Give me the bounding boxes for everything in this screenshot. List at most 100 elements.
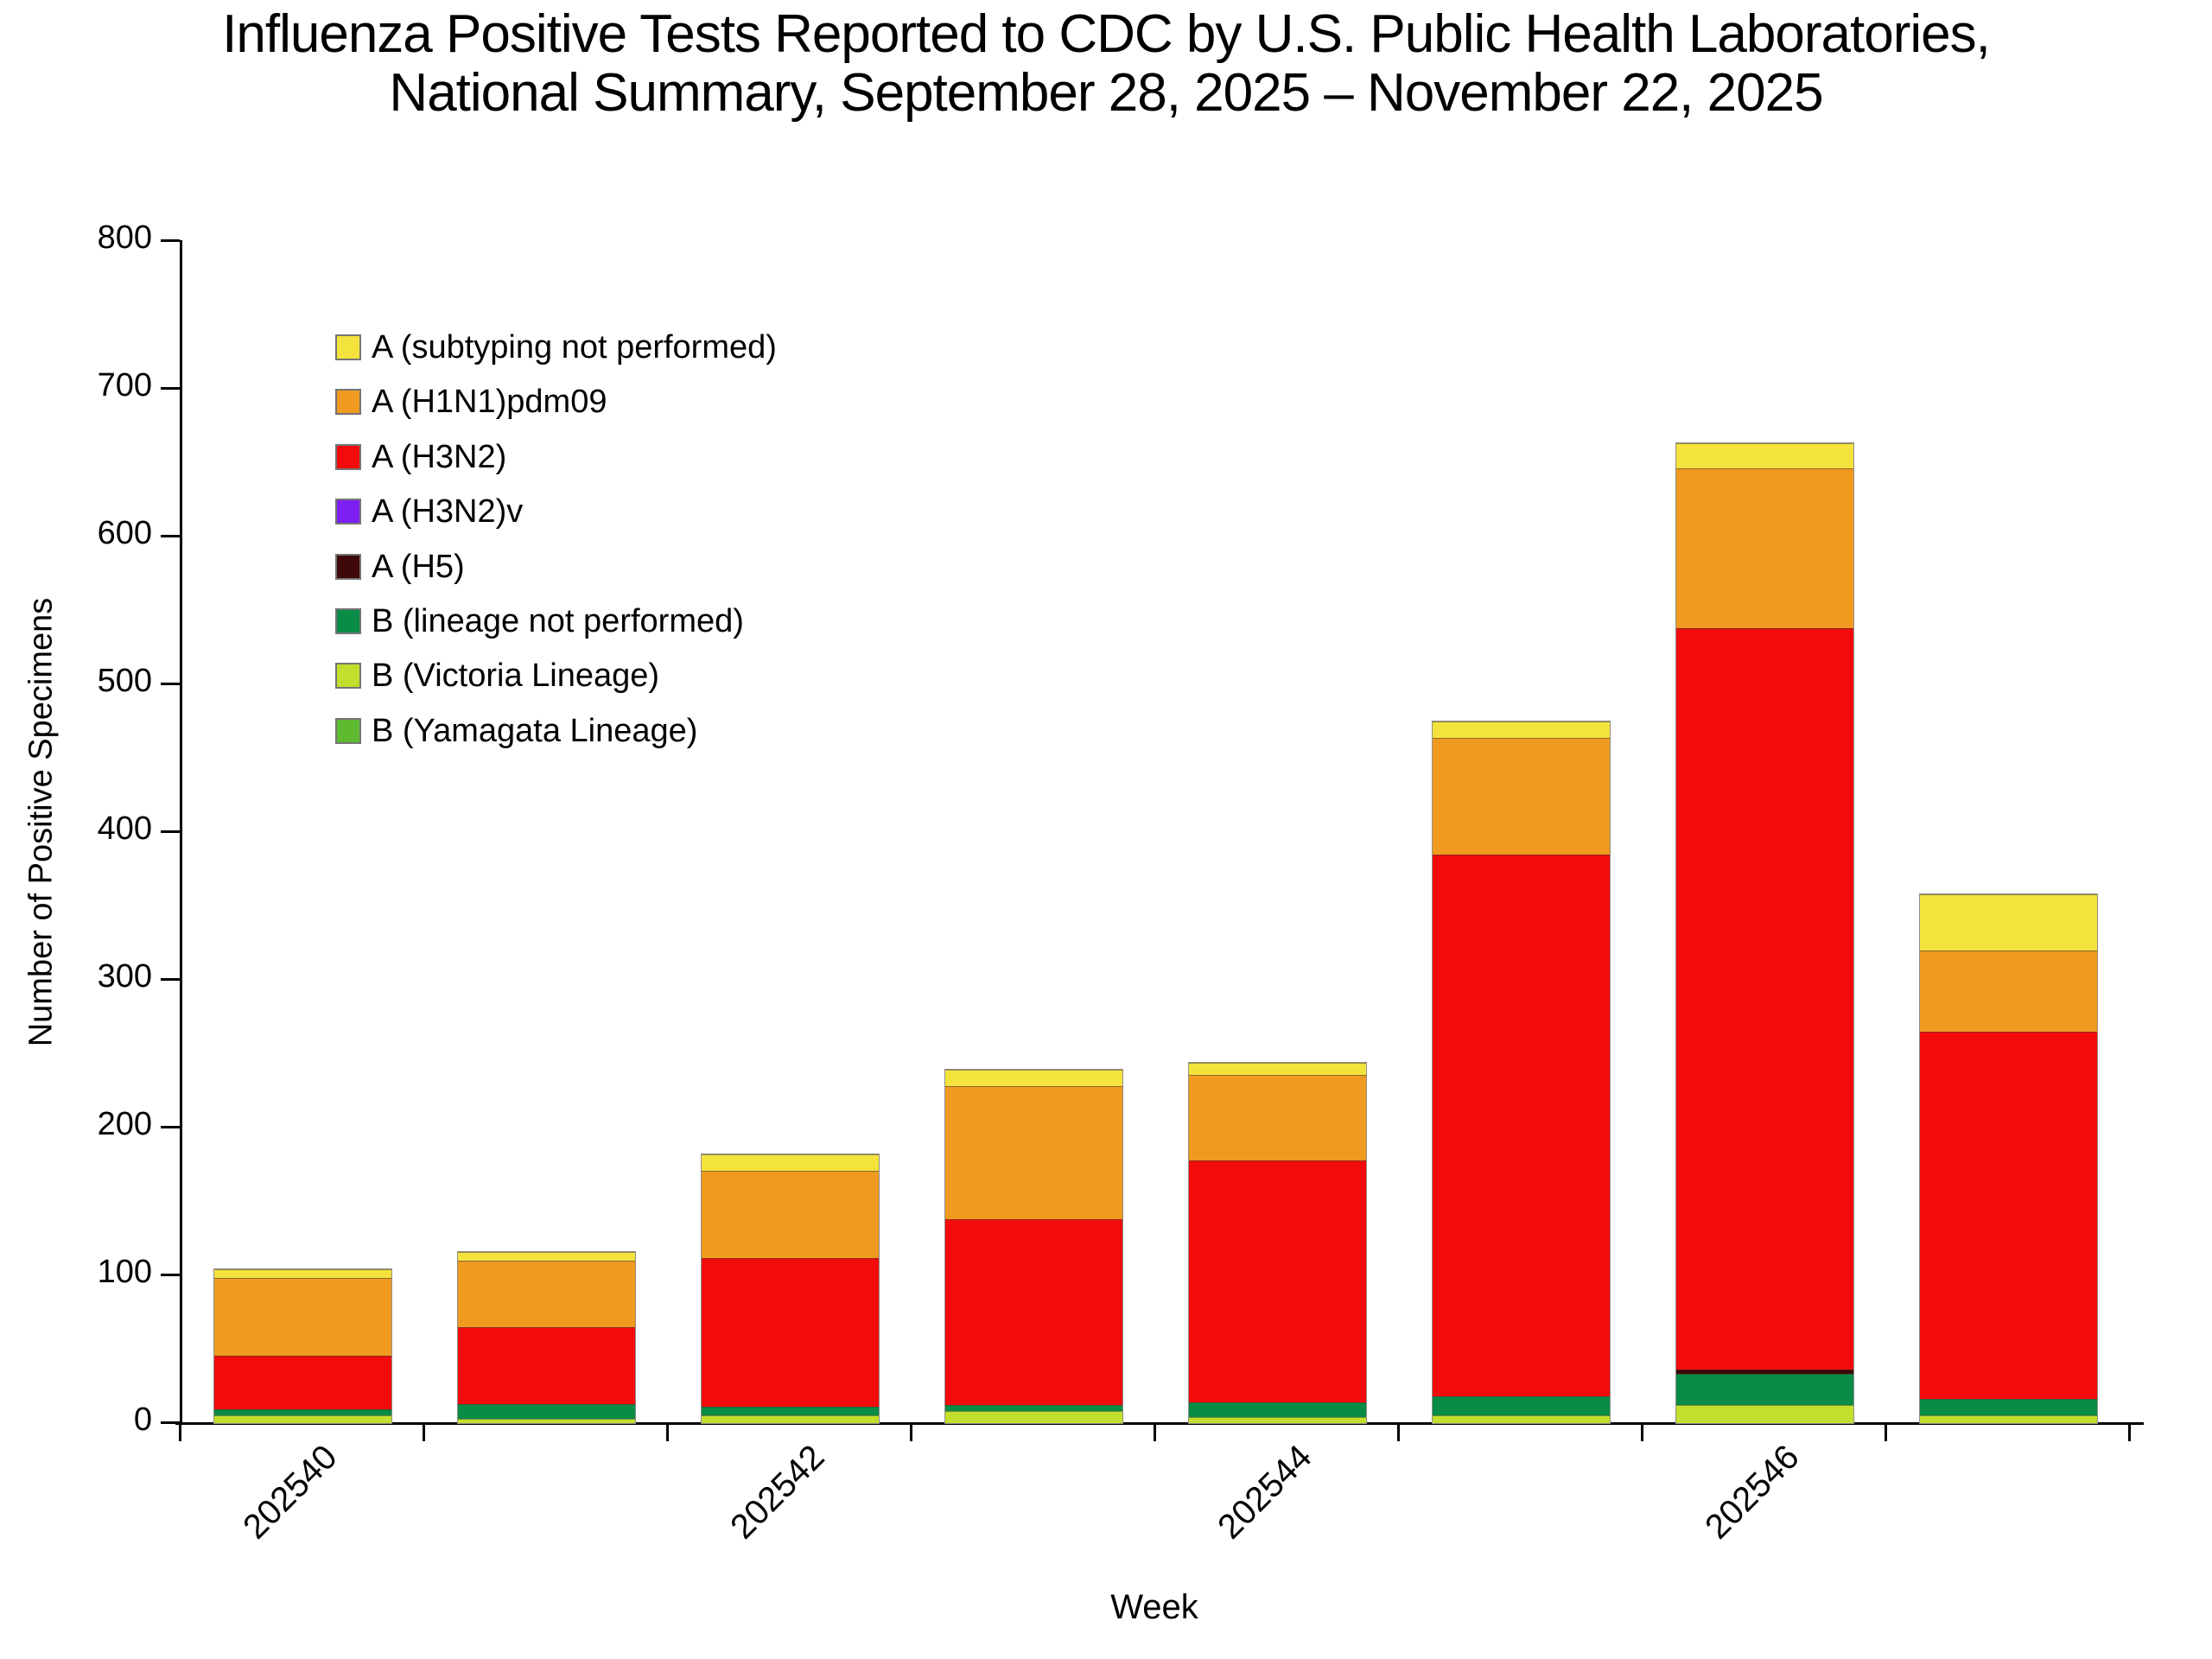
- bar-segment: [1189, 1075, 1366, 1160]
- stacked-bar-week-202545: [1432, 721, 1611, 1424]
- y-tick-label: 200: [97, 1106, 152, 1142]
- x-tick-mark: [2127, 1422, 2131, 1441]
- stacked-bar-week-202543: [944, 1069, 1123, 1424]
- bar-segment: [1676, 1370, 1853, 1374]
- y-tick-mark: [161, 534, 180, 537]
- legend-swatch-icon: [335, 499, 361, 524]
- bar-segment: [1676, 1405, 1853, 1423]
- legend-swatch-icon: [335, 554, 361, 580]
- legend-label: B (Victoria Lineage): [372, 657, 660, 694]
- bar-segment: [214, 1409, 391, 1416]
- x-axis-title: Week: [1110, 1588, 1198, 1626]
- bar-segment: [458, 1327, 635, 1404]
- bar-segment: [1189, 1402, 1366, 1417]
- bar-segment: [702, 1257, 879, 1408]
- y-tick-label: 700: [97, 367, 152, 404]
- stacked-bar-week-202546: [1675, 442, 1854, 1424]
- y-tick-mark: [161, 386, 180, 390]
- y-tick-mark: [161, 830, 180, 833]
- y-tick-label: 0: [133, 1402, 152, 1438]
- bar-segment: [1676, 468, 1853, 628]
- bar-segment: [1920, 950, 2097, 1032]
- bar-segment: [1676, 628, 1853, 1370]
- bar-segment: [945, 1070, 1122, 1086]
- x-tick-label: 202544: [1210, 1438, 1319, 1547]
- bar-segment: [458, 1261, 635, 1327]
- x-tick-label: 202540: [235, 1438, 345, 1547]
- legend-item: A (subtyping not performed): [335, 328, 777, 365]
- bar-segment: [1433, 1415, 1610, 1423]
- bar-segment: [1433, 738, 1610, 855]
- bar-segment: [214, 1268, 391, 1278]
- legend-item: A (H3N2)v: [335, 493, 524, 530]
- bar-segment: [702, 1415, 879, 1423]
- bar-segment: [945, 1086, 1122, 1219]
- chart-title-line2: National Summary, September 28, 2025 – N…: [389, 63, 1823, 123]
- x-tick-mark: [178, 1422, 181, 1441]
- bar-segment: [1920, 1031, 2097, 1400]
- legend-swatch-icon: [335, 718, 361, 744]
- x-axis-line: [175, 1422, 2144, 1425]
- chart-title-line1: Influenza Positive Tests Reported to CDC…: [222, 4, 1991, 64]
- y-tick-label: 500: [97, 663, 152, 699]
- legend-item: B (Victoria Lineage): [335, 657, 660, 694]
- y-tick-mark: [161, 1273, 180, 1276]
- y-tick-label: 400: [97, 810, 152, 847]
- y-tick-mark: [161, 977, 180, 981]
- legend-label: B (lineage not performed): [372, 602, 744, 639]
- stacked-bar-week-202547: [1919, 893, 2098, 1424]
- legend-item: A (H3N2): [335, 438, 507, 475]
- bar-segment: [945, 1405, 1122, 1411]
- bar-segment: [1433, 854, 1610, 1397]
- legend-item: A (H1N1)pdm09: [335, 384, 607, 420]
- y-tick-mark: [161, 1421, 180, 1424]
- bar-segment: [458, 1419, 635, 1423]
- legend-swatch-icon: [335, 663, 361, 689]
- bar-segment: [1676, 443, 1853, 468]
- stacked-bar-week-202540: [213, 1268, 392, 1424]
- stacked-bar-week-202542: [701, 1154, 880, 1424]
- x-tick-mark: [422, 1422, 425, 1441]
- legend-label: B (Yamagata Lineage): [372, 712, 698, 749]
- x-tick-label: 202546: [1697, 1438, 1807, 1547]
- y-axis-line: [180, 240, 182, 1425]
- bar-segment: [1676, 1374, 1853, 1405]
- bar-segment: [1433, 1396, 1610, 1416]
- x-tick-mark: [1640, 1422, 1643, 1441]
- bar-segment: [1189, 1063, 1366, 1075]
- y-tick-label: 300: [97, 958, 152, 995]
- legend-label: A (H3N2): [372, 438, 507, 475]
- bar-segment: [702, 1407, 879, 1416]
- y-tick-mark: [161, 1125, 180, 1128]
- x-tick-mark: [1396, 1422, 1400, 1441]
- legend-swatch-icon: [335, 389, 361, 415]
- stacked-bar-week-202544: [1188, 1062, 1367, 1424]
- bar-segment: [945, 1411, 1122, 1423]
- bar-segment: [214, 1356, 391, 1410]
- x-tick-label: 202542: [722, 1438, 832, 1547]
- legend-swatch-icon: [335, 444, 361, 470]
- x-tick-mark: [1884, 1422, 1887, 1441]
- bar-segment: [1189, 1417, 1366, 1423]
- bar-segment: [458, 1404, 635, 1419]
- legend-item: A (H5): [335, 548, 465, 585]
- bar-segment: [1920, 1415, 2097, 1423]
- chart-title: Influenza Positive Tests Reported to CDC…: [0, 5, 2212, 123]
- y-tick-label: 100: [97, 1254, 152, 1290]
- legend-item: B (Yamagata Lineage): [335, 712, 698, 749]
- bar-segment: [1433, 721, 1610, 738]
- bar-segment: [945, 1219, 1122, 1405]
- bar-segment: [1920, 894, 2097, 950]
- x-tick-mark: [665, 1422, 669, 1441]
- y-tick-label: 800: [97, 219, 152, 256]
- legend-label: A (H3N2)v: [372, 493, 524, 530]
- bar-segment: [458, 1252, 635, 1261]
- y-tick-label: 600: [97, 515, 152, 551]
- legend-label: A (H5): [372, 548, 465, 585]
- bar-segment: [702, 1154, 879, 1171]
- legend-item: B (lineage not performed): [335, 602, 744, 639]
- x-tick-mark: [1153, 1422, 1156, 1441]
- legend-label: A (subtyping not performed): [372, 328, 777, 365]
- legend-swatch-icon: [335, 334, 361, 360]
